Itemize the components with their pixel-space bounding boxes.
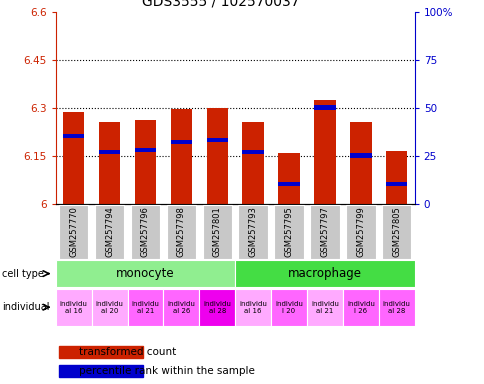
Text: GSM257796: GSM257796 xyxy=(141,206,150,257)
FancyBboxPatch shape xyxy=(202,205,231,259)
Text: individu
al 16: individu al 16 xyxy=(239,301,267,314)
FancyBboxPatch shape xyxy=(346,205,375,259)
Bar xyxy=(349,154,371,157)
Text: individu
al 28: individu al 28 xyxy=(203,301,231,314)
Bar xyxy=(385,182,407,186)
Bar xyxy=(349,122,371,204)
Text: GSM257801: GSM257801 xyxy=(212,206,221,257)
Bar xyxy=(59,365,143,377)
Text: GSM257805: GSM257805 xyxy=(392,206,400,257)
Bar xyxy=(59,346,143,358)
Text: individu
al 21: individu al 21 xyxy=(131,301,159,314)
Text: GSM257770: GSM257770 xyxy=(69,206,78,257)
Bar xyxy=(278,153,299,204)
FancyBboxPatch shape xyxy=(131,205,160,259)
FancyBboxPatch shape xyxy=(59,205,88,259)
FancyBboxPatch shape xyxy=(378,289,414,326)
Text: transformed count: transformed count xyxy=(79,347,176,357)
FancyBboxPatch shape xyxy=(127,289,163,326)
Bar xyxy=(63,112,84,204)
FancyBboxPatch shape xyxy=(342,289,378,326)
Bar xyxy=(170,140,192,144)
Bar xyxy=(63,134,84,138)
FancyBboxPatch shape xyxy=(235,260,414,288)
Text: individual: individual xyxy=(2,302,50,312)
Text: individu
al 28: individu al 28 xyxy=(382,301,410,314)
FancyBboxPatch shape xyxy=(166,205,196,259)
Bar xyxy=(135,148,156,152)
FancyBboxPatch shape xyxy=(56,289,91,326)
FancyBboxPatch shape xyxy=(56,260,235,288)
FancyBboxPatch shape xyxy=(381,205,410,259)
Bar xyxy=(99,150,120,154)
Text: GSM257797: GSM257797 xyxy=(320,206,329,257)
Text: individu
al 26: individu al 26 xyxy=(167,301,195,314)
FancyBboxPatch shape xyxy=(199,289,235,326)
Text: individu
l 26: individu l 26 xyxy=(346,301,374,314)
Title: GDS3555 / 102570037: GDS3555 / 102570037 xyxy=(142,0,299,9)
Bar xyxy=(242,150,263,154)
Bar xyxy=(206,108,227,204)
Text: GSM257798: GSM257798 xyxy=(177,206,185,257)
Bar xyxy=(314,106,335,109)
Bar xyxy=(385,151,407,204)
Text: individu
al 20: individu al 20 xyxy=(95,301,123,314)
Text: macrophage: macrophage xyxy=(287,267,361,280)
Bar xyxy=(242,122,263,204)
Text: individu
al 16: individu al 16 xyxy=(60,301,88,314)
FancyBboxPatch shape xyxy=(271,289,306,326)
Text: GSM257795: GSM257795 xyxy=(284,206,293,257)
Bar xyxy=(170,109,192,204)
FancyBboxPatch shape xyxy=(238,205,267,259)
Text: GSM257794: GSM257794 xyxy=(105,206,114,257)
Text: individu
al 21: individu al 21 xyxy=(310,301,338,314)
FancyBboxPatch shape xyxy=(235,289,271,326)
Text: percentile rank within the sample: percentile rank within the sample xyxy=(79,366,255,376)
Bar xyxy=(135,120,156,204)
FancyBboxPatch shape xyxy=(310,205,339,259)
Text: GSM257799: GSM257799 xyxy=(356,206,364,257)
FancyBboxPatch shape xyxy=(163,289,199,326)
Bar xyxy=(314,99,335,204)
Text: monocyte: monocyte xyxy=(116,267,174,280)
Bar xyxy=(278,182,299,186)
Bar xyxy=(206,138,227,142)
FancyBboxPatch shape xyxy=(306,289,342,326)
FancyBboxPatch shape xyxy=(274,205,303,259)
FancyBboxPatch shape xyxy=(95,205,124,259)
Text: cell type: cell type xyxy=(2,268,44,279)
Text: individu
l 20: individu l 20 xyxy=(274,301,302,314)
Bar xyxy=(99,122,120,204)
FancyBboxPatch shape xyxy=(91,289,127,326)
Text: GSM257793: GSM257793 xyxy=(248,206,257,257)
